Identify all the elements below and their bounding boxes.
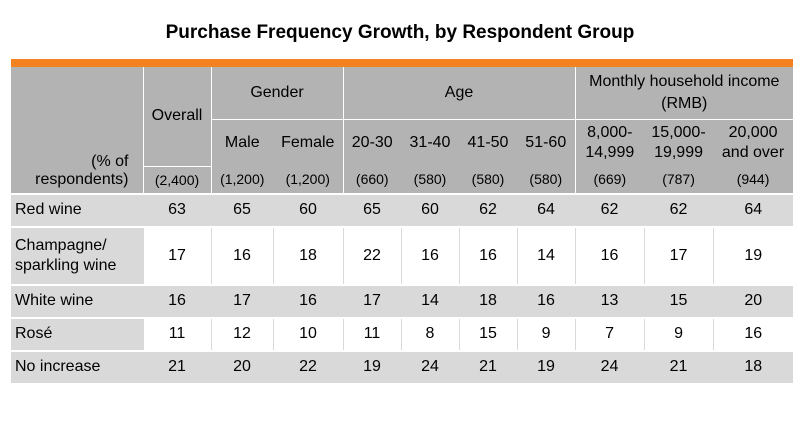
sample-size: (660)	[342, 166, 401, 194]
sample-size: (580)	[459, 166, 517, 194]
header-age: Age	[342, 67, 576, 120]
cell: 7	[574, 317, 645, 351]
header-col: Male	[210, 119, 273, 166]
header-col: 20,000 and over	[713, 119, 794, 166]
cell: 16	[574, 226, 645, 285]
cell: 60	[400, 193, 459, 227]
cell: 62	[643, 193, 714, 227]
cell: 15	[458, 317, 517, 351]
sample-size: (1,200)	[210, 166, 273, 194]
cell: 17	[643, 226, 714, 285]
row-label: No increase	[11, 350, 143, 383]
cell: 16	[400, 226, 459, 285]
sample-size: (2,400)	[142, 166, 211, 194]
table-row: White wine 16 17 16 17 14 18 16 13 15 20	[11, 284, 794, 318]
cell: 15	[643, 284, 714, 318]
table-title: Purchase Frequency Growth, by Respondent…	[165, 22, 635, 43]
cell: 21	[458, 350, 517, 383]
cell: 9	[643, 317, 714, 351]
cell: 24	[400, 350, 459, 383]
cell: 9	[516, 317, 576, 351]
sample-size: (787)	[644, 166, 714, 194]
header-col: Female	[273, 119, 343, 166]
cell: 19	[712, 226, 794, 285]
cell: 16	[210, 226, 273, 285]
cell: 19	[342, 350, 401, 383]
cell: 62	[574, 193, 645, 227]
cell: 16	[142, 284, 211, 318]
cell: 18	[272, 226, 343, 285]
cell: 62	[458, 193, 517, 227]
cell: 22	[342, 226, 401, 285]
header-overall: Overall	[142, 67, 211, 167]
table-row: Champagne/ sparkling wine 17 16 18 22 16…	[11, 226, 794, 285]
cell: 16	[516, 284, 576, 318]
cell: 13	[574, 284, 645, 318]
row-label: White wine	[11, 284, 143, 318]
table-row: No increase 21 20 22 19 24 21 19 24 21 1…	[11, 350, 794, 383]
header-col: 51-60	[517, 119, 576, 166]
row-header-label: (% of respondents)	[11, 67, 143, 194]
purchase-frequency-table: (% of respondents) Overall Gender Age Mo…	[11, 67, 794, 383]
cell: 60	[272, 193, 343, 227]
cell: 18	[458, 284, 517, 318]
cell: 10	[272, 317, 343, 351]
cell: 17	[342, 284, 401, 318]
header-col: 8,000-14,999	[574, 119, 645, 166]
row-label: Champagne/ sparkling wine	[11, 226, 143, 285]
header-col: 31-40	[401, 119, 459, 166]
sample-size: (944)	[713, 166, 794, 194]
row-label: Red wine	[11, 193, 143, 227]
cell: 65	[342, 193, 401, 227]
cell: 19	[516, 350, 576, 383]
cell: 14	[400, 284, 459, 318]
cell: 12	[210, 317, 273, 351]
cell: 11	[342, 317, 401, 351]
table-row: Rosé 11 12 10 11 8 15 9 7 9 16	[11, 317, 794, 351]
cell: 20	[210, 350, 273, 383]
cell: 64	[712, 193, 794, 227]
cell: 63	[142, 193, 211, 227]
cell: 65	[210, 193, 273, 227]
cell: 21	[142, 350, 211, 383]
cell: 8	[400, 317, 459, 351]
sample-size: (669)	[574, 166, 645, 194]
header-col: 15,000-19,999	[644, 119, 714, 166]
header-col: 20-30	[342, 119, 401, 166]
cell: 64	[516, 193, 576, 227]
cell: 18	[712, 350, 794, 383]
cell: 11	[142, 317, 211, 351]
sample-size: (580)	[517, 166, 576, 194]
cell: 22	[272, 350, 343, 383]
header-col: 41-50	[459, 119, 517, 166]
cell: 16	[272, 284, 343, 318]
accent-bar	[11, 59, 793, 67]
cell: 24	[574, 350, 645, 383]
header-gender: Gender	[210, 67, 343, 120]
row-label: Rosé	[11, 317, 143, 351]
sample-size: (1,200)	[273, 166, 343, 194]
cell: 14	[516, 226, 576, 285]
cell: 16	[458, 226, 517, 285]
cell: 16	[712, 317, 794, 351]
cell: 20	[712, 284, 794, 318]
cell: 17	[142, 226, 211, 285]
sample-size: (580)	[401, 166, 459, 194]
header-income: Monthly household income (RMB)	[574, 67, 794, 120]
table-row: Red wine 63 65 60 65 60 62 64 62 62 64	[11, 193, 794, 227]
cell: 17	[210, 284, 273, 318]
cell: 21	[643, 350, 714, 383]
